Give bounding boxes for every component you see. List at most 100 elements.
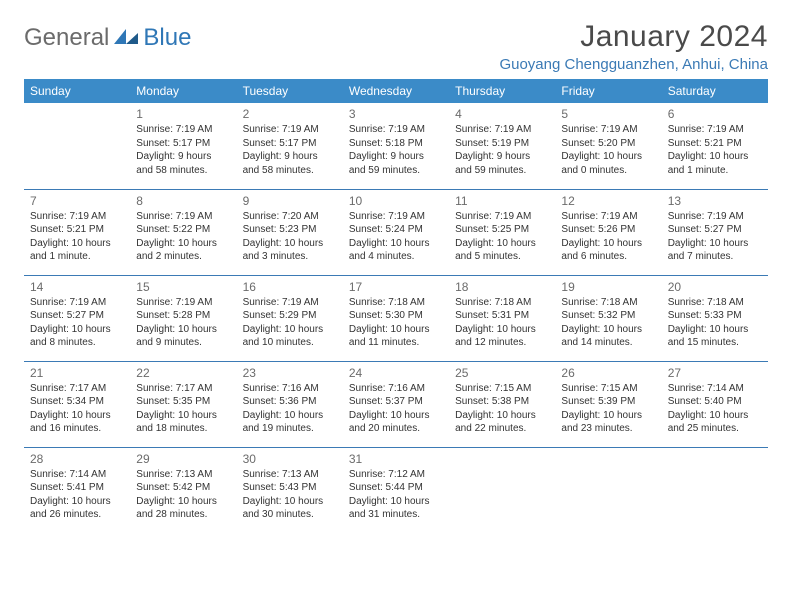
- sunset-text: Sunset: 5:38 PM: [455, 395, 549, 409]
- daylight-text: Daylight: 10 hours and 3 minutes.: [243, 237, 337, 264]
- day-number: 19: [561, 279, 655, 295]
- daylight-text: Daylight: 10 hours and 4 minutes.: [349, 237, 443, 264]
- daylight-text: Daylight: 10 hours and 26 minutes.: [30, 495, 124, 522]
- daylight-text: Daylight: 10 hours and 7 minutes.: [668, 237, 762, 264]
- sunrise-text: Sunrise: 7:12 AM: [349, 468, 443, 482]
- weekday-header: Saturday: [662, 79, 768, 103]
- logo-text-general: General: [24, 24, 109, 52]
- sunset-text: Sunset: 5:28 PM: [136, 309, 230, 323]
- day-number: 29: [136, 451, 230, 467]
- calendar-day-cell: [555, 447, 661, 533]
- calendar-day-cell: 30Sunrise: 7:13 AMSunset: 5:43 PMDayligh…: [237, 447, 343, 533]
- day-number: 21: [30, 365, 124, 381]
- calendar-day-cell: 21Sunrise: 7:17 AMSunset: 5:34 PMDayligh…: [24, 361, 130, 447]
- daylight-text: Daylight: 10 hours and 23 minutes.: [561, 409, 655, 436]
- sunrise-text: Sunrise: 7:20 AM: [243, 210, 337, 224]
- calendar-day-cell: 20Sunrise: 7:18 AMSunset: 5:33 PMDayligh…: [662, 275, 768, 361]
- day-number: 27: [668, 365, 762, 381]
- sunrise-text: Sunrise: 7:19 AM: [455, 123, 549, 137]
- sunrise-text: Sunrise: 7:19 AM: [136, 123, 230, 137]
- calendar-day-cell: 13Sunrise: 7:19 AMSunset: 5:27 PMDayligh…: [662, 189, 768, 275]
- logo: General Blue: [24, 20, 191, 52]
- daylight-text: Daylight: 10 hours and 31 minutes.: [349, 495, 443, 522]
- sunset-text: Sunset: 5:33 PM: [668, 309, 762, 323]
- month-title: January 2024: [499, 20, 768, 54]
- sunrise-text: Sunrise: 7:18 AM: [349, 296, 443, 310]
- day-number: 8: [136, 193, 230, 209]
- calendar-day-cell: 16Sunrise: 7:19 AMSunset: 5:29 PMDayligh…: [237, 275, 343, 361]
- logo-text-blue: Blue: [143, 24, 191, 52]
- sunset-text: Sunset: 5:42 PM: [136, 481, 230, 495]
- calendar-day-cell: 17Sunrise: 7:18 AMSunset: 5:30 PMDayligh…: [343, 275, 449, 361]
- calendar-day-cell: 2Sunrise: 7:19 AMSunset: 5:17 PMDaylight…: [237, 103, 343, 189]
- sunset-text: Sunset: 5:32 PM: [561, 309, 655, 323]
- weekday-header-row: Sunday Monday Tuesday Wednesday Thursday…: [24, 79, 768, 103]
- daylight-text: Daylight: 10 hours and 18 minutes.: [136, 409, 230, 436]
- weekday-header: Friday: [555, 79, 661, 103]
- sunset-text: Sunset: 5:29 PM: [243, 309, 337, 323]
- calendar-day-cell: 29Sunrise: 7:13 AMSunset: 5:42 PMDayligh…: [130, 447, 236, 533]
- daylight-text: Daylight: 10 hours and 25 minutes.: [668, 409, 762, 436]
- sunset-text: Sunset: 5:27 PM: [668, 223, 762, 237]
- calendar-day-cell: 14Sunrise: 7:19 AMSunset: 5:27 PMDayligh…: [24, 275, 130, 361]
- calendar-day-cell: [662, 447, 768, 533]
- sunrise-text: Sunrise: 7:17 AM: [30, 382, 124, 396]
- day-number: 16: [243, 279, 337, 295]
- sunrise-text: Sunrise: 7:19 AM: [136, 210, 230, 224]
- daylight-text: Daylight: 9 hours and 58 minutes.: [243, 150, 337, 177]
- sunrise-text: Sunrise: 7:19 AM: [243, 123, 337, 137]
- day-number: 24: [349, 365, 443, 381]
- calendar-day-cell: 6Sunrise: 7:19 AMSunset: 5:21 PMDaylight…: [662, 103, 768, 189]
- sunset-text: Sunset: 5:21 PM: [668, 137, 762, 151]
- calendar-day-cell: 24Sunrise: 7:16 AMSunset: 5:37 PMDayligh…: [343, 361, 449, 447]
- calendar-day-cell: 18Sunrise: 7:18 AMSunset: 5:31 PMDayligh…: [449, 275, 555, 361]
- sunrise-text: Sunrise: 7:18 AM: [668, 296, 762, 310]
- calendar-day-cell: 25Sunrise: 7:15 AMSunset: 5:38 PMDayligh…: [449, 361, 555, 447]
- day-number: 15: [136, 279, 230, 295]
- weekday-header: Wednesday: [343, 79, 449, 103]
- day-number: 18: [455, 279, 549, 295]
- sunrise-text: Sunrise: 7:19 AM: [30, 210, 124, 224]
- calendar-day-cell: 9Sunrise: 7:20 AMSunset: 5:23 PMDaylight…: [237, 189, 343, 275]
- day-number: 3: [349, 106, 443, 122]
- calendar-day-cell: 15Sunrise: 7:19 AMSunset: 5:28 PMDayligh…: [130, 275, 236, 361]
- sunrise-text: Sunrise: 7:19 AM: [668, 123, 762, 137]
- sunset-text: Sunset: 5:21 PM: [30, 223, 124, 237]
- sunset-text: Sunset: 5:17 PM: [243, 137, 337, 151]
- sunset-text: Sunset: 5:35 PM: [136, 395, 230, 409]
- sunrise-text: Sunrise: 7:19 AM: [349, 210, 443, 224]
- day-number: 4: [455, 106, 549, 122]
- calendar-day-cell: 26Sunrise: 7:15 AMSunset: 5:39 PMDayligh…: [555, 361, 661, 447]
- calendar-week-row: 14Sunrise: 7:19 AMSunset: 5:27 PMDayligh…: [24, 275, 768, 361]
- day-number: 2: [243, 106, 337, 122]
- sunset-text: Sunset: 5:43 PM: [243, 481, 337, 495]
- header: General Blue January 2024 Guoyang Chengg…: [24, 20, 768, 73]
- daylight-text: Daylight: 10 hours and 28 minutes.: [136, 495, 230, 522]
- daylight-text: Daylight: 10 hours and 1 minute.: [668, 150, 762, 177]
- sunset-text: Sunset: 5:26 PM: [561, 223, 655, 237]
- daylight-text: Daylight: 10 hours and 15 minutes.: [668, 323, 762, 350]
- day-number: 25: [455, 365, 549, 381]
- calendar-day-cell: 22Sunrise: 7:17 AMSunset: 5:35 PMDayligh…: [130, 361, 236, 447]
- calendar-day-cell: 28Sunrise: 7:14 AMSunset: 5:41 PMDayligh…: [24, 447, 130, 533]
- sunrise-text: Sunrise: 7:19 AM: [136, 296, 230, 310]
- sunrise-text: Sunrise: 7:16 AM: [349, 382, 443, 396]
- sunrise-text: Sunrise: 7:15 AM: [561, 382, 655, 396]
- sunset-text: Sunset: 5:40 PM: [668, 395, 762, 409]
- weekday-header: Sunday: [24, 79, 130, 103]
- sunset-text: Sunset: 5:25 PM: [455, 223, 549, 237]
- sunrise-text: Sunrise: 7:13 AM: [136, 468, 230, 482]
- calendar-day-cell: 1Sunrise: 7:19 AMSunset: 5:17 PMDaylight…: [130, 103, 236, 189]
- daylight-text: Daylight: 10 hours and 1 minute.: [30, 237, 124, 264]
- day-number: 7: [30, 193, 124, 209]
- daylight-text: Daylight: 9 hours and 59 minutes.: [349, 150, 443, 177]
- sunset-text: Sunset: 5:37 PM: [349, 395, 443, 409]
- calendar-day-cell: 8Sunrise: 7:19 AMSunset: 5:22 PMDaylight…: [130, 189, 236, 275]
- calendar-table: Sunday Monday Tuesday Wednesday Thursday…: [24, 79, 768, 533]
- sunrise-text: Sunrise: 7:16 AM: [243, 382, 337, 396]
- daylight-text: Daylight: 10 hours and 22 minutes.: [455, 409, 549, 436]
- calendar-day-cell: 3Sunrise: 7:19 AMSunset: 5:18 PMDaylight…: [343, 103, 449, 189]
- sunset-text: Sunset: 5:41 PM: [30, 481, 124, 495]
- sunset-text: Sunset: 5:44 PM: [349, 481, 443, 495]
- day-number: 12: [561, 193, 655, 209]
